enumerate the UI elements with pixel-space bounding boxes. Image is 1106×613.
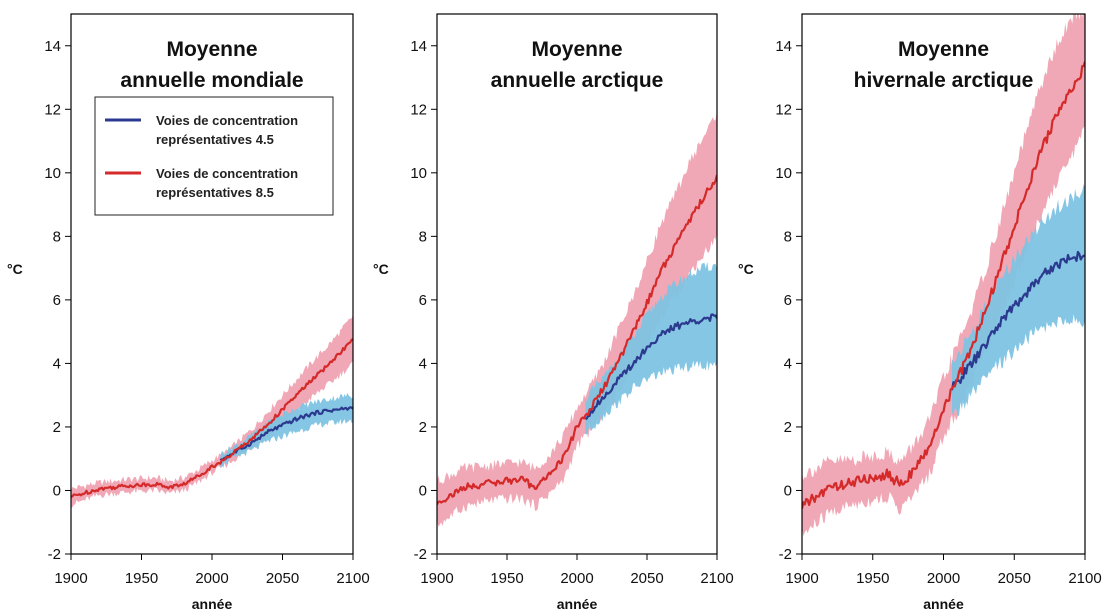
x-tick-label: 2000 bbox=[195, 570, 228, 587]
legend-label: Voies de concentration bbox=[156, 113, 298, 128]
x-tick-label: 2050 bbox=[630, 570, 663, 587]
y-tick-label: 4 bbox=[53, 355, 61, 372]
line-rcp85 bbox=[71, 338, 353, 498]
x-tick-label: 1900 bbox=[785, 570, 818, 587]
line-rcp45 bbox=[950, 250, 1085, 391]
band-rcp85 bbox=[437, 110, 717, 527]
y-tick-label: 12 bbox=[44, 101, 61, 118]
x-tick-label: 2100 bbox=[700, 570, 733, 587]
y-axis-label: °C bbox=[738, 261, 754, 277]
y-tick-label: 0 bbox=[53, 482, 61, 499]
y-tick-label: 4 bbox=[784, 355, 792, 372]
panel-title-line: Moyenne bbox=[166, 38, 257, 61]
y-tick-label: 6 bbox=[419, 292, 427, 309]
y-tick-label: 6 bbox=[53, 292, 61, 309]
panel-title-line: hivernale arctique bbox=[854, 69, 1034, 92]
y-tick-label: 12 bbox=[775, 101, 792, 118]
y-tick-label: 10 bbox=[44, 165, 61, 182]
x-axis-label: année bbox=[557, 596, 598, 612]
y-tick-label: 6 bbox=[784, 292, 792, 309]
chart-panel-3: -2 0 2 4 6 8 10 12 14 1900 1950 2000 2050 2100 année °C… bbox=[738, 13, 1102, 612]
chart-panel-1: -2 0 2 4 6 8 10 12 14 1900 1950 2000 2050 2100 année °C… bbox=[7, 13, 370, 612]
plot-area bbox=[437, 110, 717, 527]
y-tick-label: 8 bbox=[419, 228, 427, 245]
line-rcp45 bbox=[219, 406, 353, 462]
y-axis-label: °C bbox=[373, 261, 389, 277]
band-rcp45 bbox=[220, 393, 353, 469]
panel-title-line: annuelle arctique bbox=[491, 69, 664, 92]
y-tick-label: -2 bbox=[414, 546, 427, 563]
x-tick-label: 1900 bbox=[420, 570, 453, 587]
line-rcp85 bbox=[802, 61, 1085, 509]
x-axis-label: année bbox=[923, 596, 964, 612]
x-axis-label: année bbox=[192, 596, 233, 612]
x-tick-label: 1950 bbox=[490, 570, 523, 587]
y-tick-label: 10 bbox=[410, 165, 427, 182]
chart-panel-2: -2 0 2 4 6 8 10 12 14 1900 1950 2000 2050 2100 année °C… bbox=[373, 13, 734, 612]
y-tick-label: 8 bbox=[784, 228, 792, 245]
line-rcp85 bbox=[437, 174, 717, 506]
legend-label: représentatives 4.5 bbox=[156, 132, 274, 147]
y-tick-label: -2 bbox=[48, 546, 61, 563]
plot-area bbox=[802, 14, 1085, 537]
y-tick-label: 14 bbox=[775, 38, 792, 55]
x-tick-label: 2000 bbox=[927, 570, 960, 587]
y-tick-label: 0 bbox=[784, 482, 792, 499]
x-tick-label: 1900 bbox=[54, 570, 87, 587]
band-rcp45 bbox=[585, 261, 717, 435]
y-tick-label: 2 bbox=[53, 419, 61, 436]
x-tick-label: 2050 bbox=[998, 570, 1031, 587]
panel-title-line: annuelle mondiale bbox=[120, 69, 303, 92]
legend-label: Voies de concentration bbox=[156, 166, 298, 181]
legend: Voies de concentration représentatives 4.… bbox=[94, 96, 334, 216]
x-tick-label: 1950 bbox=[856, 570, 889, 587]
x-tick-label: 2000 bbox=[560, 570, 593, 587]
panel-title-line: Moyenne bbox=[531, 38, 622, 61]
x-tick-label: 2050 bbox=[266, 570, 299, 587]
line-rcp45 bbox=[584, 313, 717, 421]
band-rcp85 bbox=[802, 14, 1085, 537]
y-tick-label: 4 bbox=[419, 355, 427, 372]
x-tick-label: 1950 bbox=[125, 570, 158, 587]
y-tick-label: 14 bbox=[410, 38, 427, 55]
y-tick-label: 8 bbox=[53, 228, 61, 245]
x-tick-label: 2100 bbox=[1068, 570, 1101, 587]
y-tick-label: 14 bbox=[44, 38, 61, 55]
y-tick-label: -2 bbox=[779, 546, 792, 563]
legend-box bbox=[94, 96, 334, 216]
y-tick-label: 2 bbox=[784, 419, 792, 436]
panel-title-line: Moyenne bbox=[898, 38, 989, 61]
x-tick-label: 2100 bbox=[336, 570, 369, 587]
y-tick-label: 0 bbox=[419, 482, 427, 499]
y-tick-label: 12 bbox=[410, 101, 427, 118]
y-axis-label: °C bbox=[7, 261, 23, 277]
legend-label: représentatives 8.5 bbox=[156, 185, 274, 200]
y-tick-label: 2 bbox=[419, 419, 427, 436]
y-tick-label: 10 bbox=[775, 165, 792, 182]
plot-area bbox=[71, 314, 353, 509]
